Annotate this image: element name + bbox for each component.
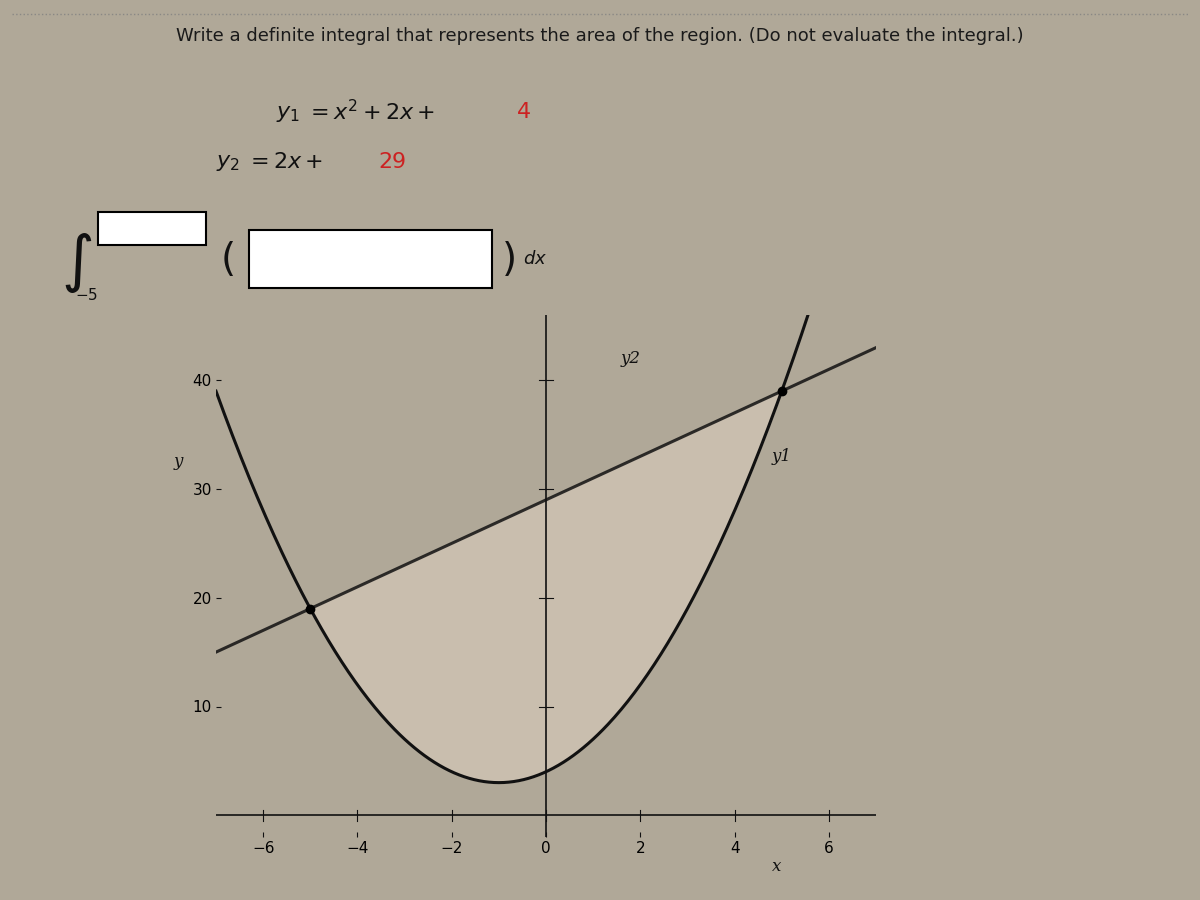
Text: $4$: $4$	[516, 102, 530, 123]
Text: $= 2x + $: $= 2x + $	[246, 151, 323, 173]
Text: $-5$: $-5$	[76, 287, 98, 303]
Text: $= x^2 + 2x + $: $= x^2 + 2x + $	[306, 100, 436, 125]
FancyBboxPatch shape	[98, 212, 206, 245]
Text: y: y	[174, 453, 182, 470]
Text: $($: $($	[221, 239, 234, 279]
Text: $)$: $)$	[502, 239, 515, 279]
Text: $dx$: $dx$	[523, 250, 547, 268]
Text: x: x	[773, 858, 781, 875]
Text: $29$: $29$	[378, 151, 407, 173]
Text: Write a definite integral that represents the area of the region. (Do not evalua: Write a definite integral that represent…	[176, 27, 1024, 45]
FancyBboxPatch shape	[250, 230, 492, 288]
Text: $\int$: $\int$	[60, 230, 92, 295]
Text: $y_1$: $y_1$	[276, 102, 300, 123]
Text: y1: y1	[772, 448, 792, 465]
Text: y2: y2	[620, 350, 641, 367]
Text: $y_2$: $y_2$	[216, 151, 240, 173]
